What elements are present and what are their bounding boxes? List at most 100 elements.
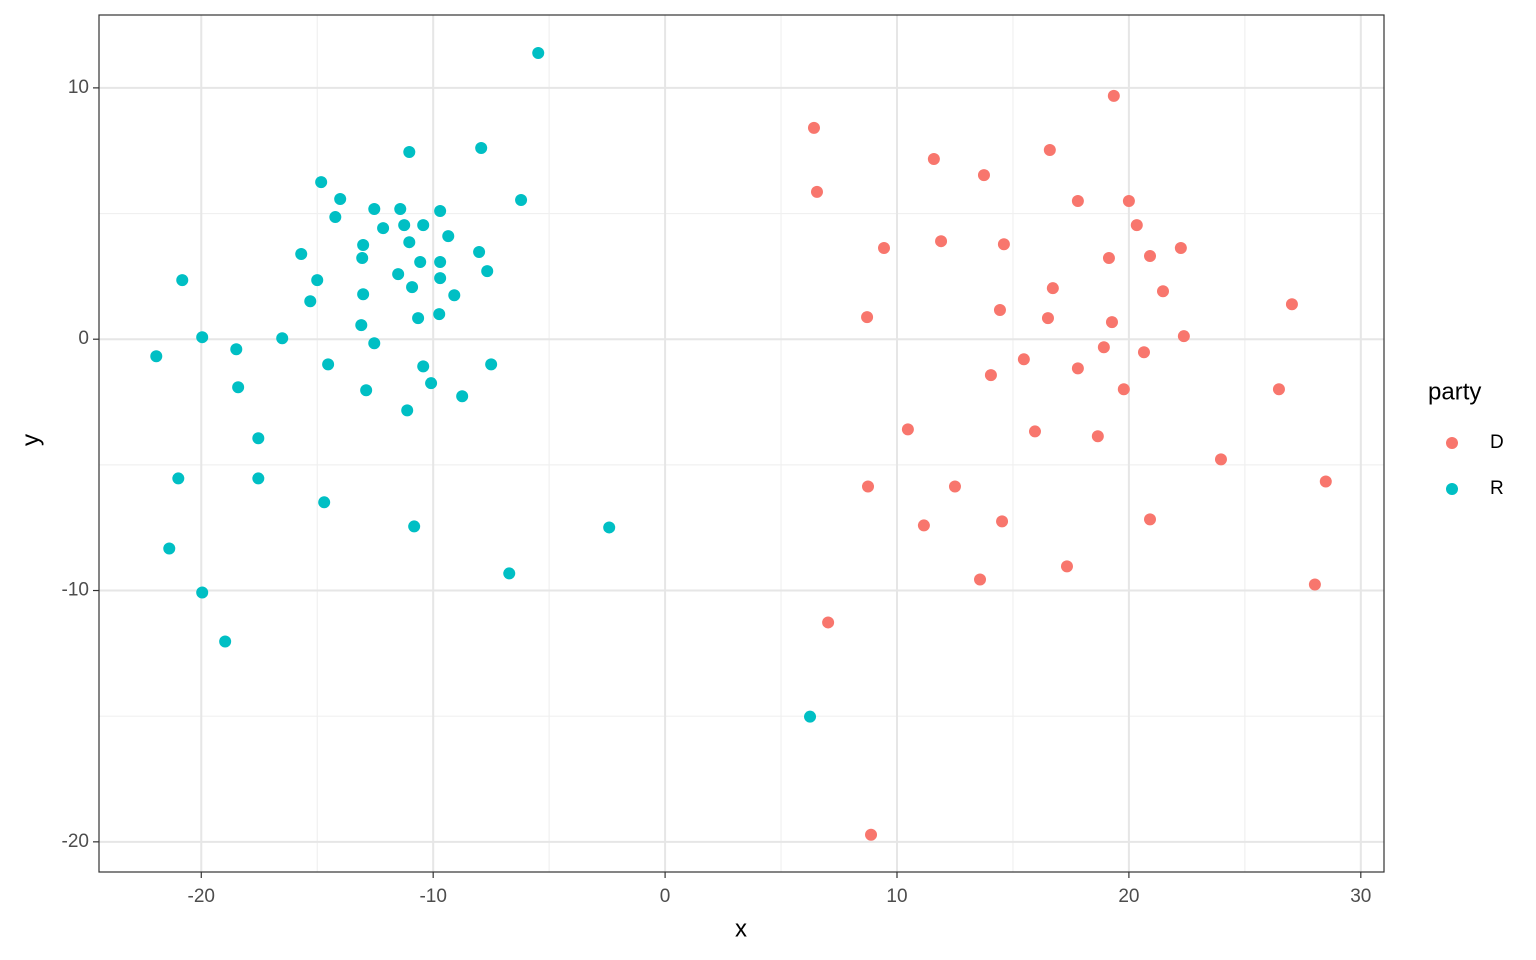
point: [356, 252, 369, 265]
y-tick-label: -10: [62, 580, 89, 601]
point: [394, 203, 407, 216]
point: [1060, 560, 1073, 573]
point: [996, 515, 1009, 528]
point: [408, 520, 421, 533]
point: [917, 519, 930, 532]
point: [1071, 362, 1084, 375]
point: [315, 176, 328, 189]
point: [276, 332, 289, 345]
point: [252, 432, 265, 445]
point: [927, 153, 940, 166]
point: [1102, 252, 1115, 265]
point: [1122, 194, 1135, 207]
point: [252, 472, 265, 485]
point: [295, 248, 308, 261]
legend-label: R: [1490, 478, 1504, 499]
legend-marker: [1446, 483, 1458, 495]
point: [974, 573, 987, 586]
point: [1319, 475, 1332, 488]
point: [172, 472, 185, 485]
point: [448, 289, 461, 302]
panel-border: [98, 14, 1385, 873]
point: [196, 586, 209, 599]
point: [935, 235, 948, 248]
point: [311, 274, 324, 287]
point: [984, 369, 997, 382]
point: [196, 331, 209, 344]
point: [1156, 285, 1169, 298]
point: [822, 616, 835, 629]
point: [1117, 383, 1130, 396]
grid: [99, 15, 1384, 872]
legend-label: D: [1490, 432, 1504, 453]
point: [901, 423, 914, 436]
point: [1091, 430, 1104, 443]
point: [176, 274, 189, 287]
x-tick-label: 0: [660, 886, 671, 907]
point: [425, 377, 438, 390]
y-tick-label: 0: [78, 328, 89, 349]
points: [150, 46, 1332, 841]
point: [334, 192, 347, 205]
point: [230, 343, 243, 356]
point: [329, 211, 342, 224]
point: [406, 281, 419, 294]
point: [1105, 316, 1118, 329]
point: [603, 521, 616, 534]
x-tick-label: -20: [188, 886, 215, 907]
point: [1144, 250, 1157, 263]
point: [948, 480, 961, 493]
point: [1272, 383, 1285, 396]
point: [1174, 241, 1187, 254]
point: [865, 828, 878, 841]
point: [1043, 143, 1056, 156]
point: [355, 319, 368, 332]
point: [377, 222, 390, 235]
point: [532, 46, 545, 59]
point: [1046, 282, 1059, 295]
point: [456, 390, 469, 403]
point: [515, 193, 528, 206]
point: [368, 203, 381, 216]
point: [1137, 346, 1150, 359]
x-axis-title: x: [735, 915, 747, 942]
point: [219, 635, 232, 648]
x-tick-label: 30: [1350, 886, 1371, 907]
point: [862, 480, 875, 493]
point: [481, 265, 494, 278]
point: [1017, 353, 1030, 366]
point: [977, 169, 990, 182]
point: [398, 219, 411, 232]
point: [485, 358, 498, 371]
point: [357, 288, 370, 301]
point: [1285, 298, 1298, 311]
x-tick-label: 10: [886, 886, 907, 907]
point: [417, 219, 430, 232]
point: [322, 358, 335, 371]
point: [878, 241, 891, 254]
point: [401, 404, 414, 417]
point: [861, 311, 874, 324]
legend-title: party: [1428, 378, 1481, 405]
point: [1028, 425, 1041, 438]
point: [442, 230, 455, 243]
point: [403, 236, 416, 249]
point: [1144, 513, 1157, 526]
x-tick-label: -10: [419, 886, 446, 907]
point: [232, 381, 245, 394]
point: [150, 350, 163, 363]
legend-marker: [1446, 437, 1458, 449]
y-tick-label: -20: [62, 831, 89, 852]
point: [1130, 219, 1143, 232]
point: [1214, 453, 1227, 466]
point: [433, 308, 446, 321]
point: [804, 710, 817, 723]
point: [807, 121, 820, 134]
point: [318, 496, 331, 509]
point: [1177, 330, 1190, 343]
y-axis-title: y: [17, 434, 44, 446]
point: [434, 256, 447, 269]
point: [417, 360, 430, 373]
